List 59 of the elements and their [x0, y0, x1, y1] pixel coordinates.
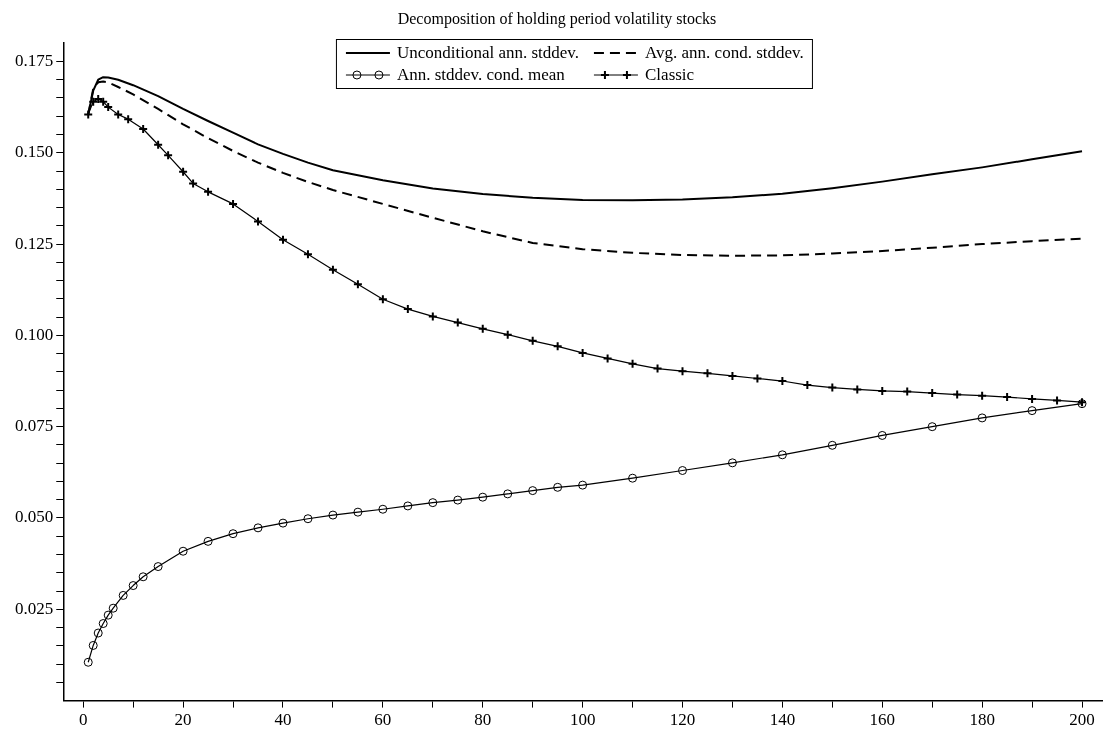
point [503, 489, 513, 499]
point [153, 562, 163, 572]
point [403, 501, 413, 511]
x-tick-label: 0 [78, 710, 88, 730]
legend-label: Unconditional ann. stddev. [396, 42, 580, 64]
point [528, 486, 538, 496]
x-tick-label: 160 [869, 710, 896, 730]
x-tick-label: 80 [474, 710, 492, 730]
legend-label: Classic [645, 64, 695, 86]
point [678, 466, 688, 476]
x-tick-label: 40 [274, 710, 292, 730]
point [378, 504, 388, 514]
point [827, 440, 837, 450]
point [128, 581, 138, 591]
point [253, 523, 263, 533]
point [83, 657, 93, 667]
point [927, 422, 937, 432]
point [353, 507, 363, 517]
point [877, 430, 887, 440]
point [578, 480, 588, 490]
point [118, 590, 128, 600]
point [178, 546, 188, 556]
y-tick-label: 0.150 [15, 142, 54, 162]
point [303, 514, 313, 524]
point [138, 572, 148, 582]
point [977, 413, 987, 423]
point [1027, 406, 1037, 416]
point [478, 492, 488, 502]
point [453, 495, 463, 505]
point [88, 640, 98, 650]
point [727, 458, 737, 468]
point [203, 536, 213, 546]
y-tick-label: 0.075 [15, 416, 54, 436]
point [553, 482, 563, 492]
point [777, 450, 787, 460]
point [98, 619, 108, 629]
x-tick-label: 180 [969, 710, 995, 730]
point [328, 510, 338, 520]
x-tick-label: 120 [669, 710, 696, 730]
x-tick-label: 20 [174, 710, 192, 730]
y-tick-label: 0.025 [15, 598, 54, 618]
x-tick-label: 200 [1069, 710, 1095, 730]
y-tick-label: 0.175 [15, 50, 54, 70]
point [103, 610, 113, 620]
legend-label: Avg. ann. cond. stddev. [645, 42, 804, 64]
x-tick-label: 60 [374, 710, 392, 730]
point [428, 498, 438, 508]
x-tick-label: 140 [769, 710, 796, 730]
y-tick-label: 0.125 [15, 233, 54, 253]
point [93, 628, 103, 638]
point [108, 603, 118, 613]
point [628, 473, 638, 483]
y-tick-label: 0.100 [15, 324, 54, 344]
point [278, 518, 288, 528]
point [228, 529, 238, 539]
legend-label: Ann. stddev. cond. mean [396, 64, 565, 86]
x-tick-label: 100 [569, 710, 596, 730]
y-tick-label: 0.050 [15, 507, 54, 527]
chart-title: Decomposition of holding period volatility stocks [397, 9, 717, 28]
